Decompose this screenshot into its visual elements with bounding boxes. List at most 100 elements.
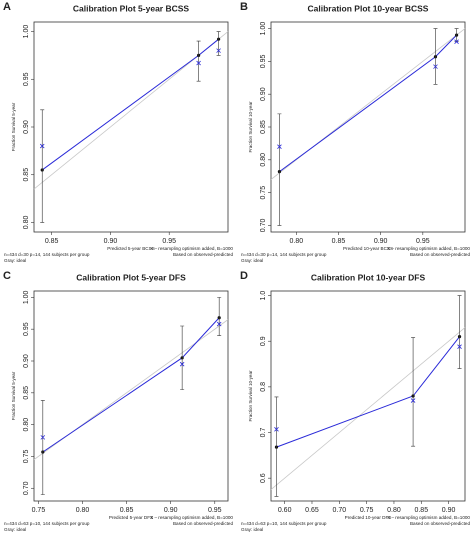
chart-panel: 0.70 0.75 0.80 0.85 0.90 0.95 1.00 0.75 0.80 0.85… (3, 270, 233, 532)
calibration-line (41, 38, 219, 171)
y-tick-label: 0.6 (260, 473, 267, 483)
bias-corrected-mark (179, 361, 185, 367)
x-axis-label: Predicted 5-year DFS (109, 515, 153, 520)
y-tick-label: 1.0 (260, 291, 267, 301)
ideal-line (270, 327, 466, 490)
x-tick-label: 0.60 (278, 507, 292, 514)
error-bar (216, 31, 221, 56)
chart-title: Calibration Plot 10-year BCSS (308, 3, 429, 13)
x-axis-label: Predicted 10-year DFS (345, 515, 392, 520)
y-tick-label: 0.85 (23, 386, 30, 400)
x-tick-label: 0.90 (442, 507, 456, 514)
x-tick-label: 0.80 (76, 507, 90, 514)
bias-corrected-mark (454, 39, 459, 44)
x-tick-label: 0.80 (289, 238, 303, 245)
x-tick-label: 0.85 (45, 238, 59, 245)
chart-panel: 0.80 0.85 0.90 0.95 1.00 0.85 0.90 0.95 A Calibra… (3, 1, 233, 263)
error-bar (217, 297, 222, 336)
y-tick-label: 0.85 (260, 120, 267, 134)
x-tick-label: 0.95 (208, 507, 222, 514)
chart-title: Calibration Plot 5-year DFS (76, 272, 186, 282)
panel-label: A (3, 1, 11, 13)
y-tick-label: 1.00 (23, 25, 30, 39)
chart-panel: 0.70 0.75 0.80 0.85 0.90 0.95 1.00 0.80 0.85 0.90… (240, 1, 470, 263)
note: Based on observed-predicted (173, 521, 233, 526)
plot-frame (270, 290, 466, 502)
x-tick-label: 0.90 (374, 238, 388, 245)
note: n=434 d=30 p=14, 144 subjects per group (241, 252, 327, 257)
y-tick-label: 0.9 (260, 336, 267, 346)
x-axis-label: Predicted 10-year BCSS (343, 246, 393, 251)
bias-corrected-mark (433, 64, 438, 69)
panel-label: C (3, 270, 11, 282)
y-tick-label: 0.70 (23, 481, 30, 495)
error-bar (40, 109, 45, 223)
x-tick-label: 0.85 (414, 507, 428, 514)
note: Gray: ideal (241, 527, 263, 532)
plot-frame (270, 21, 466, 233)
panel-label: D (240, 270, 248, 282)
x-tick-label: 0.90 (164, 507, 178, 514)
note: Gray: ideal (241, 258, 263, 263)
y-tick-label: 0.70 (260, 219, 267, 233)
bias-corrected-mark (277, 144, 282, 149)
note: X – resampling optimism added, B=1000 (150, 515, 233, 520)
plot-frame (33, 290, 229, 502)
bias-corrected-mark (274, 427, 279, 432)
y-tick-label: 0.90 (260, 87, 267, 101)
bias-corrected-mark (457, 344, 462, 349)
x-tick-label: 0.65 (305, 507, 319, 514)
calibration-line (276, 336, 460, 448)
y-tick-label: 0.85 (23, 168, 30, 182)
note: n=434 d=63 p=10, 144 subjects per group (4, 521, 90, 526)
y-axis-label: Fraction Survival 10-year (248, 101, 253, 153)
note: n=434 d=30 p=14, 144 subjects per group (4, 252, 90, 257)
error-bar (457, 295, 462, 369)
note: Gray: ideal (4, 258, 26, 263)
note: Based on observed-predicted (410, 521, 470, 526)
y-axis-label: Fraction Survival 10-year (248, 370, 253, 422)
bias-corrected-mark (40, 435, 46, 440)
chart-title: Calibration Plot 5-year BCSS (73, 3, 190, 13)
x-tick-label: 0.95 (416, 238, 430, 245)
chart-panel: 0.6 0.7 0.8 0.9 1.0 0.60 0.65 0.70 0.75 0.80 0.85 0… (240, 270, 470, 532)
bias-corrected-mark (196, 60, 201, 66)
y-tick-label: 0.95 (260, 54, 267, 68)
note: n=434 d=63 p=10, 144 subjects per group (241, 521, 327, 526)
x-tick-label: 0.75 (32, 507, 46, 514)
y-tick-label: 0.7 (260, 428, 267, 438)
y-tick-label: 0.75 (260, 186, 267, 200)
error-bar (180, 325, 185, 390)
bias-corrected-mark (216, 321, 222, 327)
x-tick-label: 0.80 (387, 507, 401, 514)
error-bar (433, 28, 438, 85)
y-tick-label: 0.75 (23, 450, 30, 464)
note: Based on observed-predicted (173, 252, 233, 257)
bias-corrected-mark (39, 143, 45, 149)
x-tick-label: 0.70 (332, 507, 346, 514)
bias-corrected-mark (410, 398, 416, 403)
x-tick-label: 0.95 (162, 238, 176, 245)
x-tick-label: 0.90 (104, 238, 118, 245)
x-tick-label: 0.75 (360, 507, 374, 514)
note: Based on observed-predicted (410, 252, 470, 257)
x-axis-label: Predicted 5-year BCSS (107, 246, 155, 251)
x-tick-label: 0.85 (332, 238, 346, 245)
note: Gray: ideal (4, 527, 26, 532)
x-tick-label: 0.85 (120, 507, 134, 514)
y-tick-label: 0.80 (23, 418, 30, 432)
y-tick-label: 0.95 (23, 72, 30, 86)
y-tick-label: 0.90 (23, 354, 30, 368)
error-bar (277, 113, 282, 226)
y-axis-label: Fraction Survival 5-year (11, 102, 16, 151)
error-bar (411, 337, 416, 447)
y-tick-label: 0.95 (23, 322, 30, 336)
note: X – resampling optimism added, B=1000 (150, 246, 233, 251)
error-bar (196, 40, 201, 82)
y-tick-label: 0.90 (23, 120, 30, 134)
panel-label: B (240, 1, 248, 13)
y-tick-label: 0.80 (260, 153, 267, 167)
error-bar (274, 396, 279, 497)
note: X – resampling optimism added, B=1000 (387, 515, 470, 520)
